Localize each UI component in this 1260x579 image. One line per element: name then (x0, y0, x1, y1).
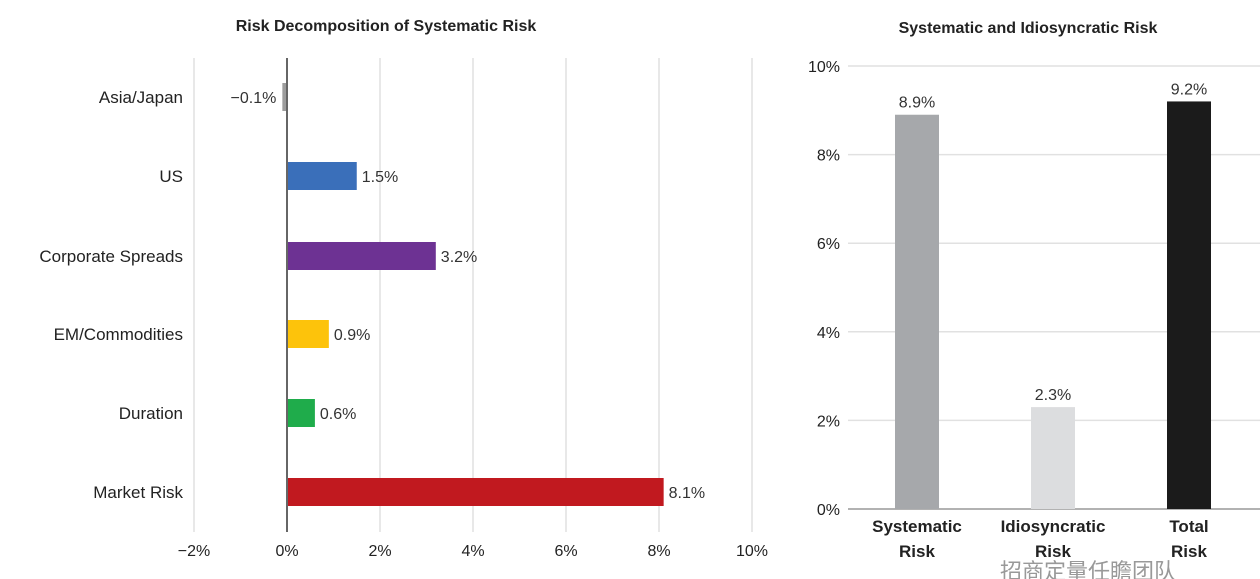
category-label-line1: Idiosyncratic (1001, 517, 1106, 536)
x-tick-label: −2% (178, 543, 210, 560)
bar (287, 242, 436, 270)
x-tick-label: 0% (275, 543, 298, 560)
data-label: 0.9% (334, 327, 370, 344)
category-label-line2: Risk (1035, 542, 1071, 561)
category-label: Asia/Japan (99, 88, 183, 107)
y-tick-label: 10% (808, 59, 840, 76)
x-tick-label: 2% (368, 543, 391, 560)
y-tick-label: 0% (817, 502, 840, 519)
category-label-line2: Risk (899, 542, 935, 561)
data-label: 2.3% (1035, 387, 1071, 404)
watermark-text: 招商定量任瞻团队 (1000, 559, 1176, 579)
x-tick-label: 10% (736, 543, 768, 560)
y-tick-label: 8% (817, 148, 840, 165)
bar (287, 478, 664, 506)
x-tick-label: 8% (647, 543, 670, 560)
x-tick-label: 4% (461, 543, 484, 560)
category-label-line1: Total (1169, 517, 1208, 536)
bar (1167, 101, 1211, 509)
category-label-line2: Risk (1171, 542, 1207, 561)
category-label: US (159, 167, 183, 186)
category-label: Corporate Spreads (39, 247, 183, 266)
watermark: 招商定量任瞻团队 (1000, 559, 1176, 579)
x-tick-label: 6% (554, 543, 577, 560)
y-tick-label: 2% (817, 413, 840, 430)
data-label: 1.5% (362, 169, 398, 186)
bar (895, 114, 939, 509)
category-label: Market Risk (93, 483, 183, 502)
data-label: 0.6% (320, 406, 356, 423)
y-tick-label: 4% (817, 325, 840, 342)
risk-decomposition-chart: Risk Decomposition of Systematic Risk Asi… (39, 18, 768, 560)
y-tick-label: 6% (817, 236, 840, 253)
data-label: 8.9% (899, 95, 935, 112)
bar (287, 162, 357, 190)
category-label: EM/Commodities (54, 325, 183, 344)
category-label-line1: Systematic (872, 517, 962, 536)
systematic-idiosyncratic-chart: Systematic and Idiosyncratic Risk 0% 2% 4% 6… (808, 20, 1260, 561)
bar (1031, 407, 1075, 509)
data-label: 9.2% (1171, 81, 1207, 98)
data-label: 3.2% (441, 249, 477, 266)
data-label: 8.1% (669, 485, 705, 502)
bar (287, 320, 329, 348)
bar (287, 399, 315, 427)
category-label: Duration (119, 404, 183, 423)
bar (282, 83, 287, 111)
chart-title: Systematic and Idiosyncratic Risk (899, 20, 1158, 37)
data-label: −0.1% (231, 90, 277, 107)
chart-title: Risk Decomposition of Systematic Risk (236, 18, 537, 35)
